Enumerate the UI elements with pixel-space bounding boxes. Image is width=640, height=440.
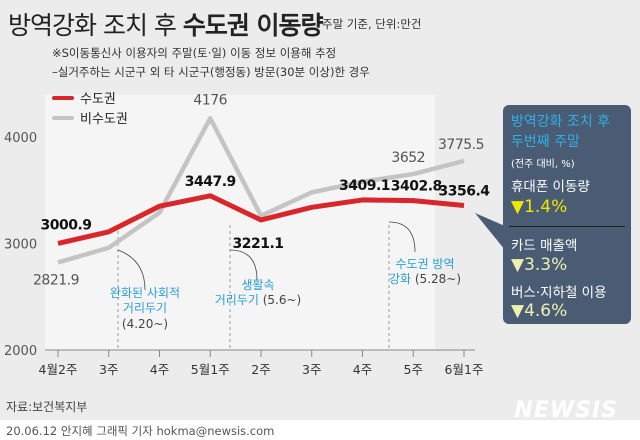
x-tick-label: 4주 — [353, 362, 372, 377]
source-text: 자료:보건복지부 — [6, 400, 88, 414]
data-label: 3402.8 — [391, 179, 442, 195]
data-label: 4176 — [193, 92, 227, 108]
data-label: 3447.9 — [185, 174, 236, 190]
callout-title-2: 두번째 주말 — [511, 134, 580, 150]
callout-item-label: 버스·지하철 이용 — [511, 285, 607, 301]
annotation-text: 생활속 거리두기 (5.6~) — [215, 278, 302, 307]
callout-item-value: ▼1.4% — [511, 197, 568, 217]
callout-item-label: 휴대폰 이동량 — [511, 179, 590, 195]
x-tick-label: 4주 — [150, 362, 169, 377]
data-label: 3775.5 — [438, 137, 484, 153]
callout-sub: (전주 대비, %) — [511, 159, 575, 170]
x-tick-label: 2주 — [251, 362, 270, 377]
note-2: –실거주하는 시군구 외 타 시군구(행정동) 방문(30분 이상)한 경우 — [52, 65, 370, 79]
legend-swatch-gray — [52, 115, 74, 120]
credit-text: 20.06.12 안지혜 그래픽 기자 hokma@newsis.com — [6, 424, 275, 438]
annotation-text: 완화된 사회적 거리두기 (4.20~) — [110, 286, 180, 331]
data-label: 3409.1 — [339, 178, 390, 194]
series-line-capital — [57, 193, 465, 246]
footer-bar — [0, 420, 640, 440]
callout-item-value: ▼3.3% — [511, 255, 568, 275]
callout-item-value: ▼4.6% — [511, 301, 568, 321]
data-label: 2821.9 — [33, 272, 79, 288]
series-line-noncapital — [57, 116, 465, 265]
annotation-text: 수도권 방역 강화 (5.28~) — [389, 257, 461, 286]
note-1: ※S이동통신사 이용자의 주말(토·일) 이동 정보 이용해 추정 — [52, 46, 337, 60]
annotation-arrow — [117, 249, 146, 291]
data-label: 3356.4 — [438, 184, 490, 200]
legend-swatch-red — [52, 95, 74, 100]
plot-area — [45, 95, 435, 350]
x-tick-label: 3주 — [302, 362, 321, 377]
data-label: 3000.9 — [40, 217, 91, 233]
annotation-arrow — [229, 249, 258, 281]
legend-noncapital: 비수도권 — [52, 108, 128, 127]
callout-divider — [509, 226, 625, 227]
y-tick-label: 3000 — [4, 238, 37, 253]
callout-box: 방역강화 조치 후 두번째 주말 (전주 대비, %) 휴대폰 이동량 ▼1.4… — [503, 105, 631, 324]
x-tick-label: 5주 — [404, 362, 423, 377]
callout-item-label: 카드 매출액 — [511, 238, 578, 254]
page-title: 방역강화 조치 후 수도권 이동량 — [8, 11, 324, 40]
x-tick-label: 6월1주 — [445, 362, 484, 377]
y-tick-label: 2000 — [4, 344, 37, 359]
legend-capital: 수도권 — [52, 88, 116, 107]
x-tick-label: 5월1주 — [191, 362, 230, 377]
data-label: 3221.1 — [232, 236, 283, 252]
y-tick-label: 4000 — [4, 131, 37, 146]
newsis-logo: NEWSIS — [514, 398, 618, 423]
callout-pointer — [475, 213, 505, 250]
callout-title-1: 방역강화 조치 후 — [511, 114, 611, 130]
x-tick-label: 3주 — [99, 362, 118, 377]
x-tick-label: 4월2주 — [39, 362, 78, 377]
annotation-arrow — [388, 221, 416, 253]
data-label: 3652 — [391, 150, 425, 166]
unit-label: 주말 기준, 단위:만건 — [322, 17, 422, 31]
